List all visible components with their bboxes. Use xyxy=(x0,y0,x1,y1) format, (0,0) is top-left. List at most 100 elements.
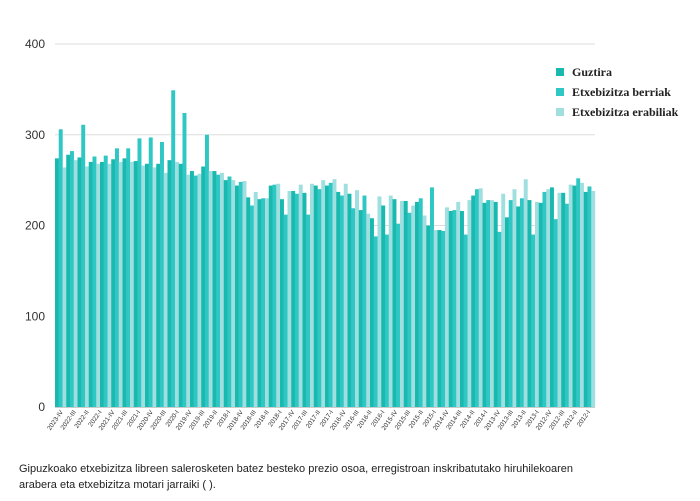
bar-etxebizitza-berriak-2016-IV xyxy=(373,236,378,407)
bar-etxebizitza-erabiliak-2019-III xyxy=(253,191,258,407)
bar-etxebizitza-erabiliak-2021-II xyxy=(175,161,179,407)
legend: Guztira Etxebizitza berriak Etxebizitza … xyxy=(556,62,678,122)
bar-etxebizitza-berriak-2019-III xyxy=(250,205,254,407)
bar-etxebizitza-erabiliak-2014-III xyxy=(478,188,483,407)
y-tick-label: 100 xyxy=(25,309,45,323)
bar-guztira-2020-III xyxy=(201,166,206,407)
bar-guztira-2022-II xyxy=(122,158,127,407)
bar-guztira-2022-III xyxy=(111,159,116,407)
bar-guztira-2017-I xyxy=(358,210,363,407)
bar-etxebizitza-berriak-2014-III xyxy=(475,189,479,407)
legend-swatch xyxy=(556,108,564,116)
bar-etxebizitza-erabiliak-2017-IV xyxy=(332,179,337,407)
bar-etxebizitza-berriak-2021-II xyxy=(171,90,176,407)
bar-guztira-2021-IV xyxy=(145,163,149,407)
bar-etxebizitza-berriak-2018-IV xyxy=(283,214,288,407)
x-axis-ticks: 2023-IV2022-III2022-II2022-I2021-IV2021-… xyxy=(46,409,592,432)
bar-etxebizitza-berriak-2012-IV xyxy=(553,219,558,407)
bar-etxebizitza-berriak-2013-II xyxy=(531,234,536,407)
bar-guztira-2016-III xyxy=(381,205,386,407)
bar-etxebizitza-erabiliak-2013-III xyxy=(523,179,528,407)
bar-guztira-2018-III xyxy=(291,191,296,407)
bar-etxebizitza-erabiliak-2015-I xyxy=(456,201,461,407)
bar-guztira-2012-II xyxy=(572,185,577,407)
bar-guztira-2014-IV xyxy=(460,210,464,407)
bar-etxebizitza-berriak-2012-II xyxy=(576,178,581,407)
legend-label: Guztira xyxy=(572,64,612,79)
bar-guztira-2019-IV xyxy=(235,185,239,407)
bar-etxebizitza-erabiliak-2014-IV xyxy=(467,200,472,407)
legend-item-erabiliak: Etxebizitza erabiliak xyxy=(556,102,678,122)
bar-etxebizitza-berriak-2020-IV xyxy=(193,175,198,407)
bar-etxebizitza-berriak-2017-IV xyxy=(328,182,333,407)
bar-etxebizitza-erabiliak-2013-II xyxy=(535,201,539,407)
bar-guztira-2018-II xyxy=(302,192,307,407)
bar-etxebizitza-berriak-2017-I xyxy=(362,195,367,407)
bar-etxebizitza-erabiliak-2021-IV xyxy=(152,167,157,407)
bar-etxebizitza-erabiliak-2023-III xyxy=(73,160,78,407)
bar-etxebizitza-erabiliak-2020-III xyxy=(208,171,213,407)
bar-guztira-2015-I xyxy=(448,210,453,407)
bar-etxebizitza-erabiliak-2015-III xyxy=(433,230,438,407)
bar-guztira-2016-I xyxy=(403,201,408,407)
bar-etxebizitza-berriak-2013-III xyxy=(520,198,524,407)
bar-etxebizitza-erabiliak-2016-III xyxy=(388,195,393,407)
bar-etxebizitza-erabiliak-2020-IV xyxy=(197,173,202,407)
bar-etxebizitza-berriak-2020-III xyxy=(205,134,209,407)
bar-etxebizitza-erabiliak-2013-I xyxy=(546,189,551,407)
bar-etxebizitza-berriak-2022-II xyxy=(126,148,131,408)
bar-etxebizitza-erabiliak-2020-II xyxy=(220,172,224,407)
bar-guztira-2014-I xyxy=(493,201,498,407)
bar-guztira-2023-III xyxy=(66,154,71,407)
bar-etxebizitza-erabiliak-2012-IV xyxy=(557,192,562,407)
bar-etxebizitza-erabiliak-2021-III xyxy=(163,172,168,407)
bar-etxebizitza-berriak-2022-IV xyxy=(103,155,108,407)
bar-guztira-2023-IV xyxy=(55,158,59,407)
y-tick-label: 200 xyxy=(25,219,45,233)
legend-label: Etxebizitza erabiliak xyxy=(572,104,679,119)
bar-etxebizitza-berriak-2022-III xyxy=(115,148,119,408)
bar-etxebizitza-berriak-2019-II xyxy=(261,198,266,407)
bar-etxebizitza-berriak-2021-IV xyxy=(148,137,153,407)
bar-guztira-2016-IV xyxy=(370,218,374,407)
y-tick-label: 0 xyxy=(38,400,45,414)
bar-guztira-2020-I xyxy=(223,180,228,408)
bar-guztira-2013-III xyxy=(516,206,521,407)
bar-etxebizitza-berriak-2019-IV xyxy=(238,181,243,407)
bar-guztira-2015-IV xyxy=(415,201,419,407)
bar-etxebizitza-berriak-2015-IV xyxy=(418,198,423,407)
x-tick-label: 2012-I xyxy=(576,409,592,428)
bar-guztira-2013-II xyxy=(527,200,532,407)
bar-etxebizitza-berriak-2018-I xyxy=(317,189,322,407)
bar-etxebizitza-erabiliak-2019-II xyxy=(265,198,269,407)
bar-guztira-2017-IV xyxy=(325,185,329,407)
bar-etxebizitza-berriak-2016-III xyxy=(385,234,389,407)
bar-etxebizitza-berriak-2014-I xyxy=(497,231,502,407)
bar-guztira-2022-IV xyxy=(100,161,104,407)
bar-etxebizitza-erabiliak-2020-I xyxy=(231,180,236,408)
bar-guztira-2021-III xyxy=(156,163,161,407)
bar-etxebizitza-erabiliak-2017-III xyxy=(343,183,348,407)
bar-etxebizitza-berriak-2016-II xyxy=(396,223,401,407)
bar-guztira-2021-I xyxy=(178,163,183,407)
bar-etxebizitza-berriak-2017-II xyxy=(351,208,356,407)
bar-guztira-2017-III xyxy=(336,191,341,407)
bar-guztira-2018-IV xyxy=(280,199,284,407)
bar-guztira-2017-II xyxy=(347,193,352,407)
bar-etxebizitza-berriak-2020-II xyxy=(216,174,221,407)
bar-etxebizitza-erabiliak-2017-II xyxy=(355,190,359,407)
bar-etxebizitza-erabiliak-2016-I xyxy=(411,205,416,407)
bar-guztira-2018-I xyxy=(313,185,318,407)
bar-guztira-2019-I xyxy=(268,185,273,407)
legend-item-guztira: Guztira xyxy=(556,62,678,82)
y-tick-label: 300 xyxy=(25,128,45,142)
bar-etxebizitza-erabiliak-2018-II xyxy=(310,183,314,407)
bar-etxebizitza-erabiliak-2021-I xyxy=(186,174,191,407)
y-axis-ticks: 0 100 200 300 400 xyxy=(25,37,45,414)
bar-guztira-2019-II xyxy=(257,199,262,407)
bar-etxebizitza-erabiliak-2012-I xyxy=(591,191,596,407)
bar-etxebizitza-erabiliak-2012-II xyxy=(580,182,584,407)
bar-etxebizitza-erabiliak-2022-I xyxy=(141,165,146,407)
bar-guztira-2015-III xyxy=(426,225,431,407)
